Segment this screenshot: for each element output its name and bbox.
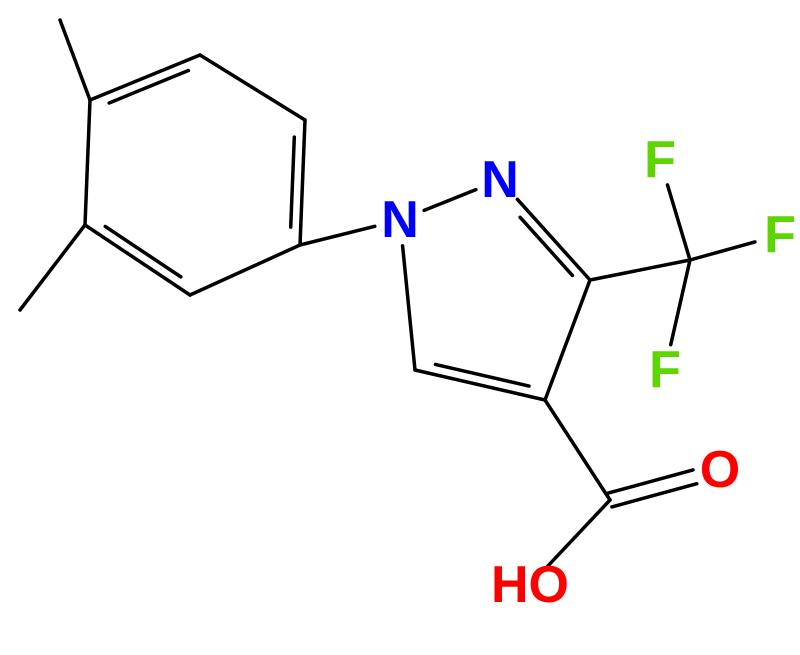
atom-f: F [764, 206, 796, 264]
bond [403, 246, 415, 370]
atom-o: O [700, 441, 740, 499]
bond [20, 225, 85, 310]
bond [85, 100, 90, 225]
bond [200, 55, 305, 120]
bond [667, 185, 690, 260]
bond [590, 260, 690, 280]
bond [545, 280, 590, 400]
atom-n: N [381, 191, 419, 249]
bond [90, 55, 200, 100]
bond [300, 226, 375, 245]
bond [424, 190, 476, 211]
bond [545, 400, 610, 500]
bond [435, 364, 529, 386]
bond [300, 120, 305, 245]
bond [671, 260, 690, 345]
atom-f: F [649, 341, 681, 399]
molecule-diagram: NNFFFOHO [0, 0, 800, 655]
bond [105, 226, 181, 276]
bonds [20, 20, 755, 566]
bond [291, 137, 295, 227]
atom-n: N [481, 151, 519, 209]
bond [190, 245, 300, 295]
bond [60, 20, 90, 100]
bond [520, 217, 572, 275]
bond [85, 225, 190, 295]
bond [517, 199, 590, 280]
atom-f: F [644, 131, 676, 189]
bond [690, 242, 755, 260]
atom-o: HO [491, 556, 569, 614]
